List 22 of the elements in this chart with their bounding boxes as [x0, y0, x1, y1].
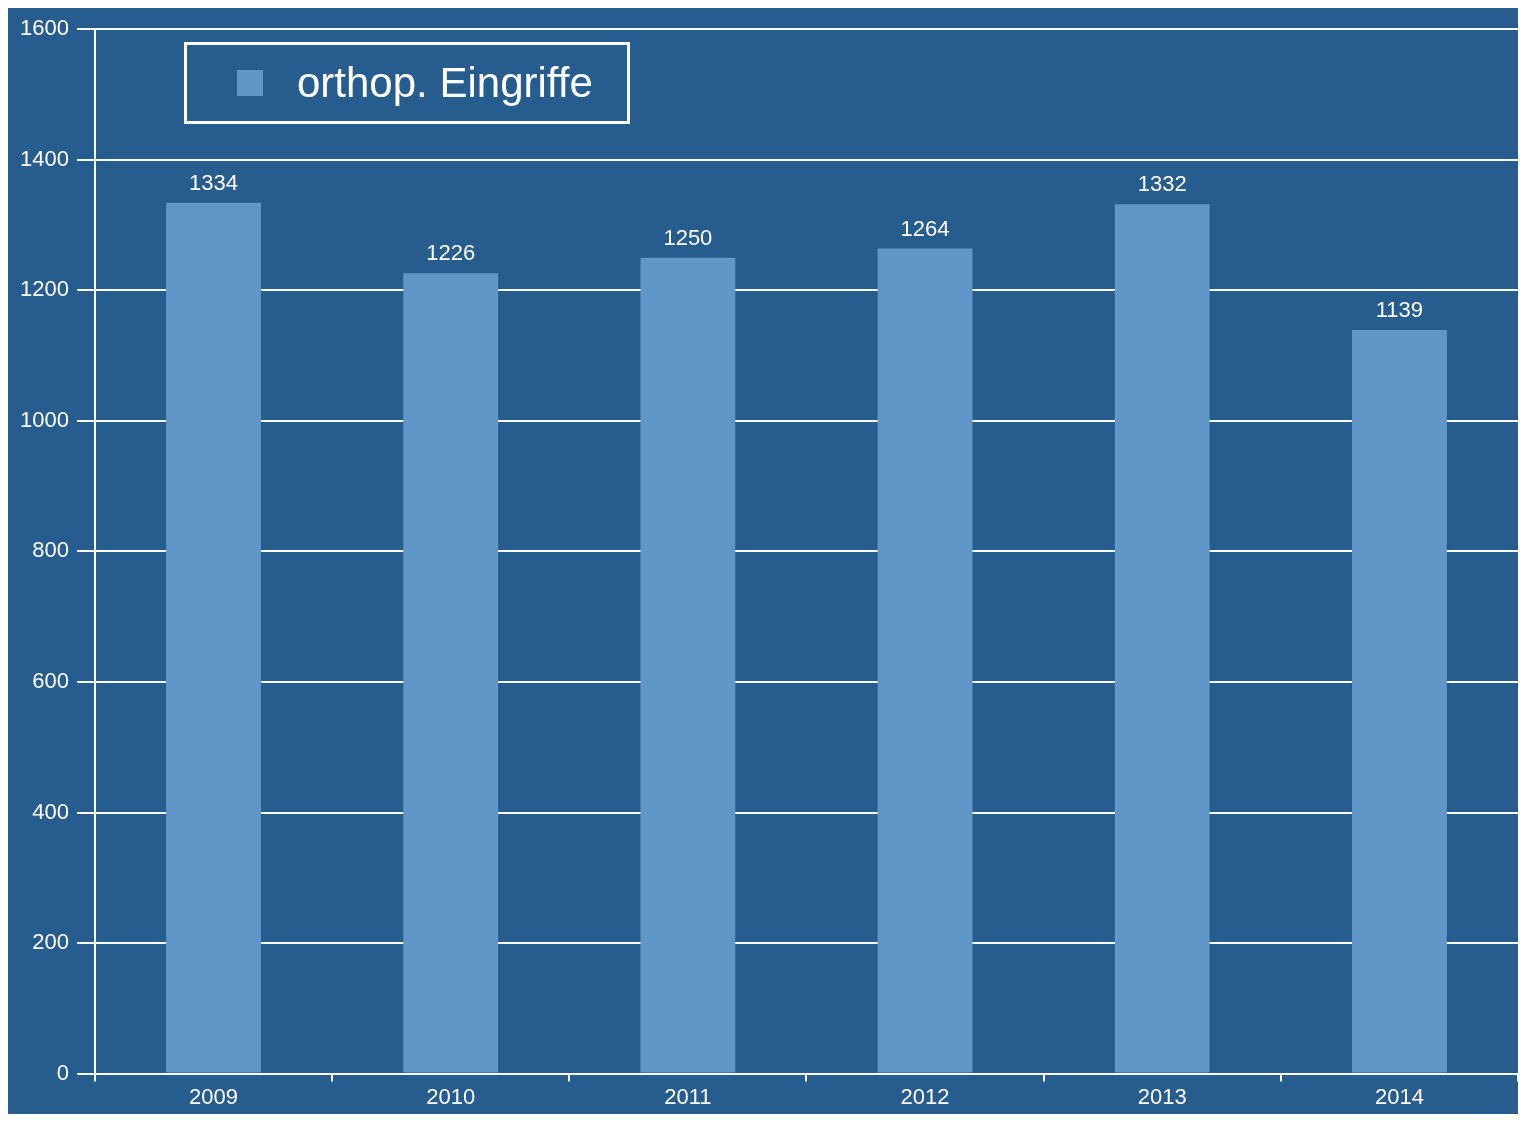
data-label: 1250 — [663, 224, 713, 250]
y-tick-label: 1200 — [19, 276, 69, 302]
x-tick-label: 2011 — [664, 1083, 712, 1109]
y-tick-label: 400 — [32, 798, 69, 824]
data-label: 1139 — [1375, 297, 1424, 323]
y-tick-label: 1000 — [19, 406, 69, 432]
y-tick-label: 200 — [32, 929, 69, 955]
data-label: 1332 — [1137, 171, 1187, 197]
x-tick-label: 2012 — [900, 1083, 950, 1109]
y-tick-label: 1400 — [19, 145, 69, 171]
y-tick-label: 1600 — [19, 15, 69, 41]
data-label: 1226 — [426, 240, 476, 266]
x-tick-label: 2013 — [1137, 1083, 1187, 1109]
y-tick-label: 600 — [32, 668, 69, 694]
x-tick-label: 2009 — [189, 1083, 239, 1109]
data-label: 1334 — [189, 169, 239, 195]
x-tick-label: 2014 — [1374, 1083, 1424, 1109]
x-tick-label: 2010 — [426, 1083, 476, 1109]
y-tick-label: 800 — [32, 537, 69, 563]
data-label: 1264 — [900, 215, 950, 241]
legend-label: orthop. Eingriffe — [297, 59, 593, 107]
y-tick-label: 0 — [56, 1059, 69, 1085]
